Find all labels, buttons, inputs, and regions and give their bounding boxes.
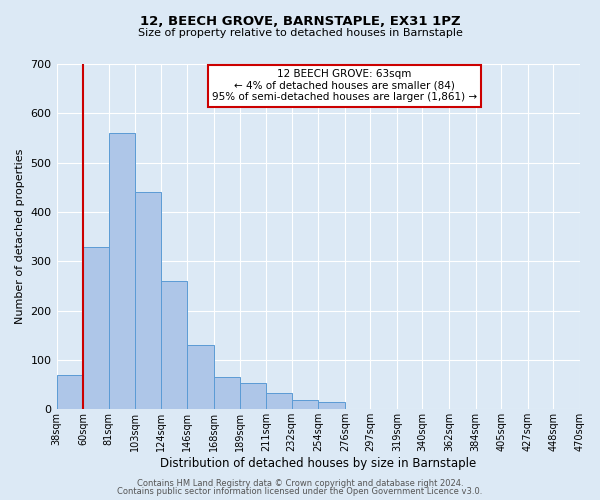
X-axis label: Distribution of detached houses by size in Barnstaple: Distribution of detached houses by size …	[160, 457, 476, 470]
Text: 12, BEECH GROVE, BARNSTAPLE, EX31 1PZ: 12, BEECH GROVE, BARNSTAPLE, EX31 1PZ	[140, 15, 460, 28]
Text: Contains public sector information licensed under the Open Government Licence v3: Contains public sector information licen…	[118, 487, 482, 496]
Bar	[292, 400, 318, 409]
Text: Size of property relative to detached houses in Barnstaple: Size of property relative to detached ho…	[137, 28, 463, 38]
Bar	[266, 393, 292, 409]
Text: 12 BEECH GROVE: 63sqm
← 4% of detached houses are smaller (84)
95% of semi-detac: 12 BEECH GROVE: 63sqm ← 4% of detached h…	[212, 69, 477, 102]
Bar	[580, 404, 600, 409]
Bar	[83, 246, 109, 410]
Bar	[214, 377, 239, 410]
Bar	[56, 375, 83, 410]
Bar	[318, 402, 345, 409]
Y-axis label: Number of detached properties: Number of detached properties	[15, 149, 25, 324]
Bar	[239, 383, 266, 409]
Bar	[109, 133, 136, 409]
Bar	[136, 192, 161, 410]
Text: Contains HM Land Registry data © Crown copyright and database right 2024.: Contains HM Land Registry data © Crown c…	[137, 478, 463, 488]
Bar	[161, 281, 187, 409]
Bar	[187, 345, 214, 410]
